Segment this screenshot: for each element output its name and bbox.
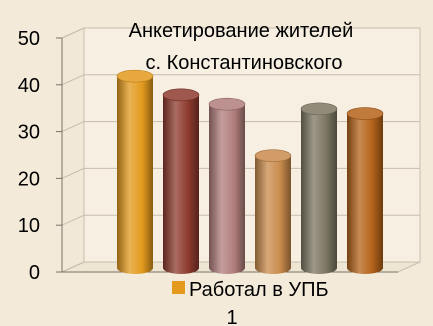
bar	[254, 149, 292, 274]
y-tick-label: 10	[18, 215, 40, 237]
bar	[300, 102, 338, 274]
x-tick-label: 1	[226, 307, 237, 326]
y-tick-label: 20	[18, 168, 40, 190]
bar-body	[347, 113, 383, 274]
y-tick-label: 50	[18, 28, 40, 50]
bar-body	[209, 104, 245, 274]
bar	[116, 69, 154, 275]
bar-top	[208, 97, 246, 111]
legend: Работал в УПБ	[172, 279, 329, 301]
bar-top	[300, 102, 338, 116]
chart-title: Анкетирование жителей с. Константиновско…	[129, 20, 354, 74]
gridline	[61, 27, 420, 39]
bar-top	[116, 69, 154, 83]
title-line-1: Анкетирование жителей	[129, 20, 354, 42]
legend-swatch	[172, 281, 185, 294]
side-wall	[61, 27, 85, 273]
bar-body	[117, 76, 153, 275]
bar-body	[163, 94, 199, 274]
y-tick-label: 0	[29, 262, 40, 284]
bar	[208, 97, 246, 274]
bar-body	[255, 155, 291, 274]
y-tick-label: 40	[18, 75, 40, 97]
bar	[162, 88, 200, 274]
gridline	[61, 74, 420, 86]
bar-top	[162, 88, 200, 102]
bars	[116, 69, 384, 275]
bar-top	[254, 149, 292, 162]
bar-top	[346, 107, 384, 120]
bar-body	[301, 108, 337, 274]
y-tick-label: 30	[18, 122, 40, 144]
legend-label: Работал в УПБ	[189, 279, 329, 301]
bar	[346, 107, 384, 274]
title-line-2: с. Константиновского	[145, 52, 342, 74]
